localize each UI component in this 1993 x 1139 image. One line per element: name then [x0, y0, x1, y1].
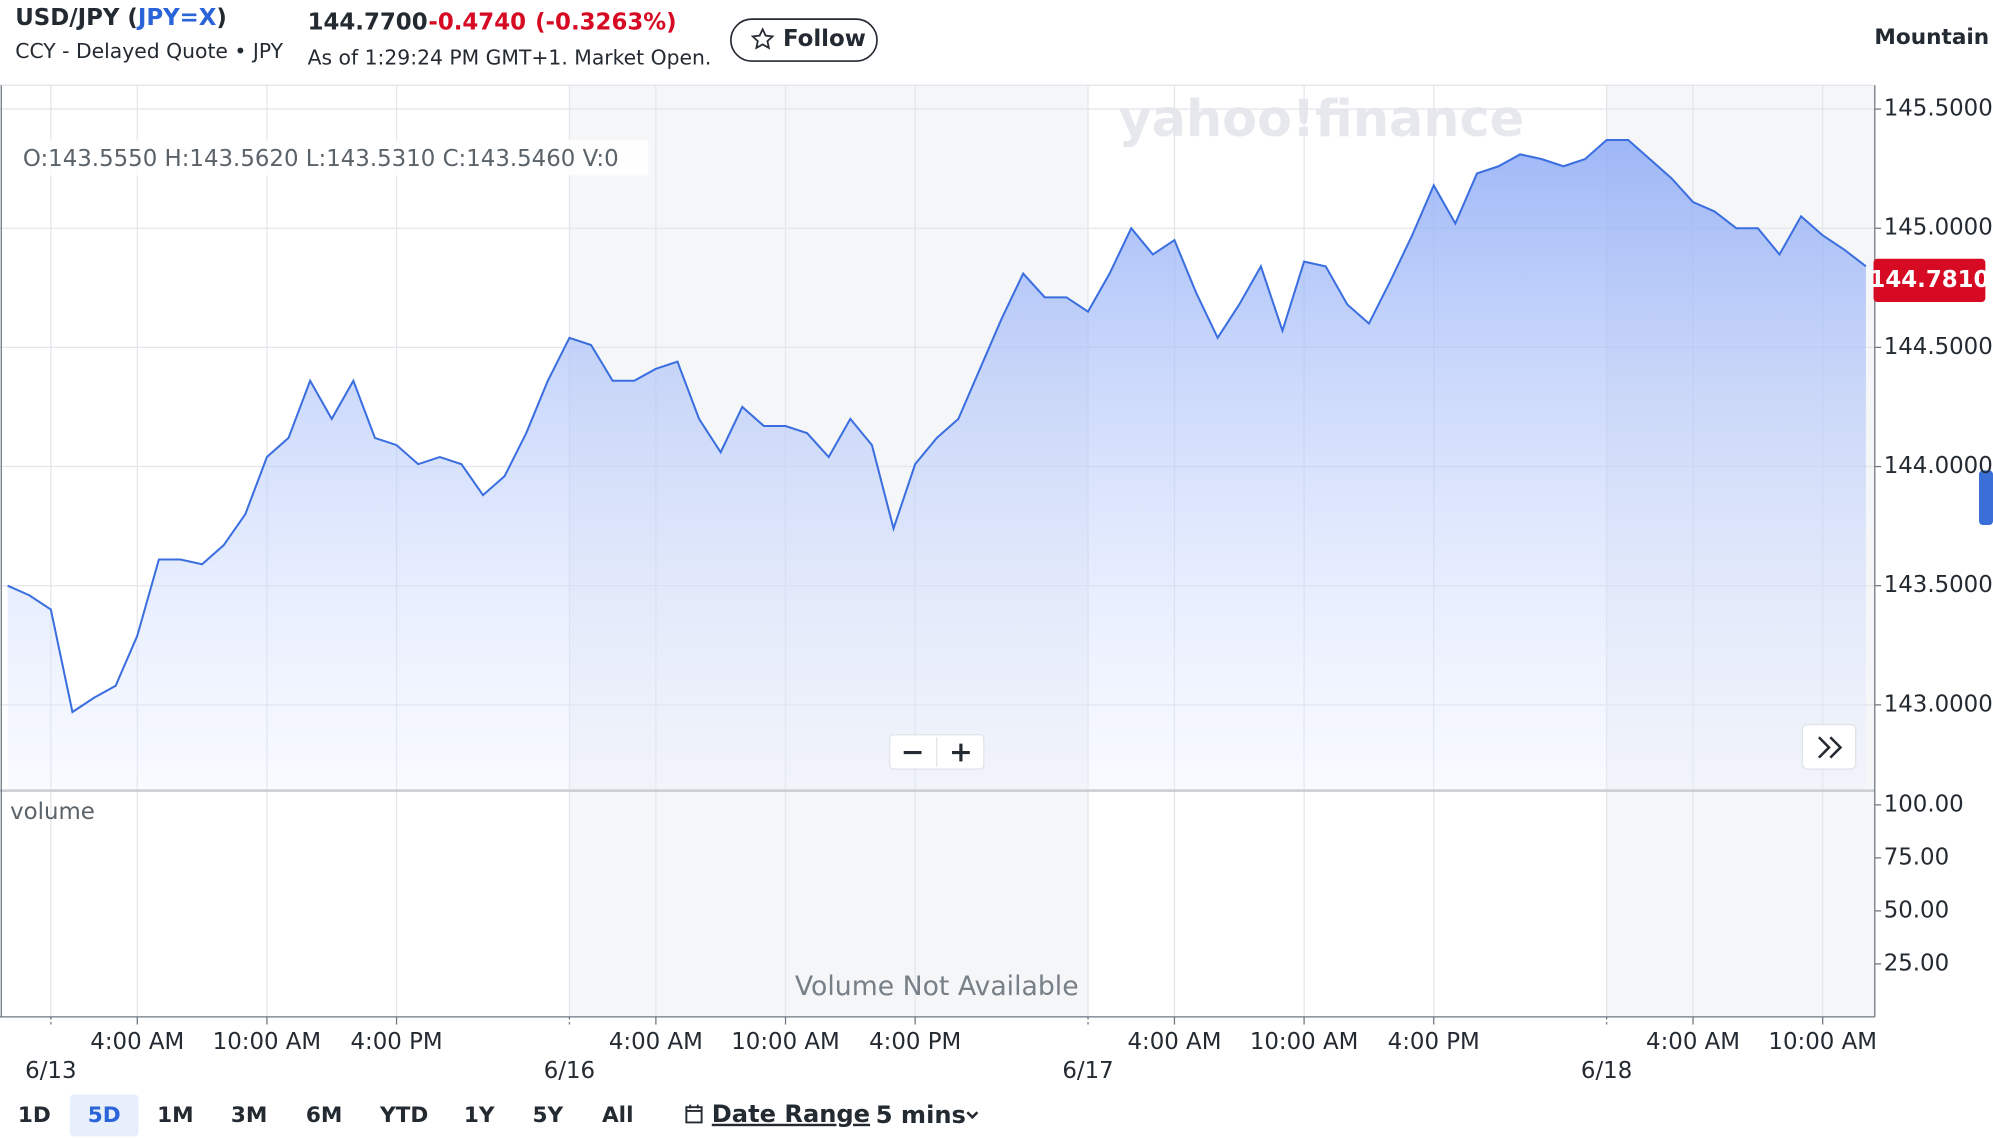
y-tick-label: 144.5000	[1884, 334, 1993, 360]
x-tick-label: 6/18	[1581, 1058, 1632, 1084]
range-button[interactable]: 6M	[306, 1103, 343, 1128]
x-tick-label: 6/17	[1062, 1058, 1113, 1084]
area	[7, 140, 1866, 791]
change-pct: (-0.3263%)	[535, 9, 677, 35]
ohlc: O:143.5550 H:143.5620 L:143.5310 C:143.5…	[23, 145, 619, 171]
plot	[0, 85, 1875, 1017]
volume-label: volume	[10, 799, 95, 825]
side-tab[interactable]	[1979, 470, 1993, 526]
x-tick-label: 10:00 AM	[213, 1029, 322, 1055]
chart-style[interactable]: Mountain	[1874, 25, 1989, 50]
symbol: USD/JPY (JPY=X)	[15, 4, 227, 30]
as-of: As of 1:29:24 PM GMT+1. Market Open.	[308, 46, 712, 70]
interval[interactable]: 5 mins	[876, 1101, 966, 1129]
range-button[interactable]: All	[602, 1103, 634, 1128]
y-tick-label: 100.00	[1884, 791, 1964, 817]
last-price-tag	[1873, 258, 1986, 303]
y-tick-label: 144.0000	[1884, 453, 1993, 479]
x-tick-label: 4:00 AM	[1646, 1029, 1740, 1055]
x-tick-label: 6/16	[544, 1058, 595, 1084]
x-tick-label: 4:00 AM	[609, 1029, 703, 1055]
x-tick-label: 4:00 AM	[1127, 1029, 1221, 1055]
x-tick-label: 4:00 AM	[90, 1029, 184, 1055]
y-tick-label: 75.00	[1884, 844, 1949, 870]
zoom-buttons[interactable]	[889, 734, 985, 770]
follow-label[interactable]: Follow	[783, 26, 866, 52]
x-tick-label: 10:00 AM	[731, 1029, 840, 1055]
range-button[interactable]: 1M	[157, 1103, 194, 1128]
range-button[interactable]: 5Y	[532, 1103, 563, 1128]
price: 144.7700	[308, 9, 428, 35]
x-tick-label: 4:00 PM	[869, 1029, 961, 1055]
watermark: yahoo!finance	[1119, 89, 1525, 148]
y-tick-label: 143.0000	[1884, 691, 1993, 717]
volume-note: Volume Not Available	[795, 971, 1079, 1002]
change: -0.4740	[428, 9, 526, 35]
y-tick-label: 145.5000	[1884, 96, 1993, 122]
selected-range	[69, 1094, 139, 1137]
subtitle: CCY - Delayed Quote • JPY	[15, 39, 283, 63]
calendar-icon	[685, 1104, 703, 1124]
follow-button[interactable]: Follow	[730, 18, 878, 62]
range-button[interactable]: 5D	[88, 1103, 121, 1128]
y-tick-label: 50.00	[1884, 897, 1949, 923]
range-button[interactable]: 3M	[231, 1103, 268, 1128]
range-button[interactable]: YTD	[379, 1103, 428, 1128]
y-tick-label: 25.00	[1884, 950, 1949, 976]
range-controls: 1D 5D 1M 3M 6M YTD 1Y 5Y All	[18, 1094, 634, 1137]
line	[7, 139, 1867, 714]
ohlc-box	[15, 139, 649, 176]
y-tick-label: 145.0000	[1884, 215, 1993, 241]
y-tick-label: 143.5000	[1884, 572, 1993, 598]
range-button[interactable]: 1Y	[464, 1103, 495, 1128]
chevron	[966, 1111, 979, 1120]
x-tick-label: 4:00 PM	[351, 1029, 443, 1055]
x-tick-label: 6/13	[25, 1058, 76, 1084]
scroll-right-button[interactable]	[1801, 723, 1857, 770]
date-range[interactable]: Date Range	[712, 1100, 870, 1128]
last-price-label: 144.7810	[1869, 267, 1989, 293]
x-tick-label: 10:00 AM	[1250, 1029, 1359, 1055]
x-tick-label: 4:00 PM	[1388, 1029, 1480, 1055]
x-tick-label: 10:00 AM	[1768, 1029, 1877, 1055]
range-button[interactable]: 1D	[18, 1103, 51, 1128]
